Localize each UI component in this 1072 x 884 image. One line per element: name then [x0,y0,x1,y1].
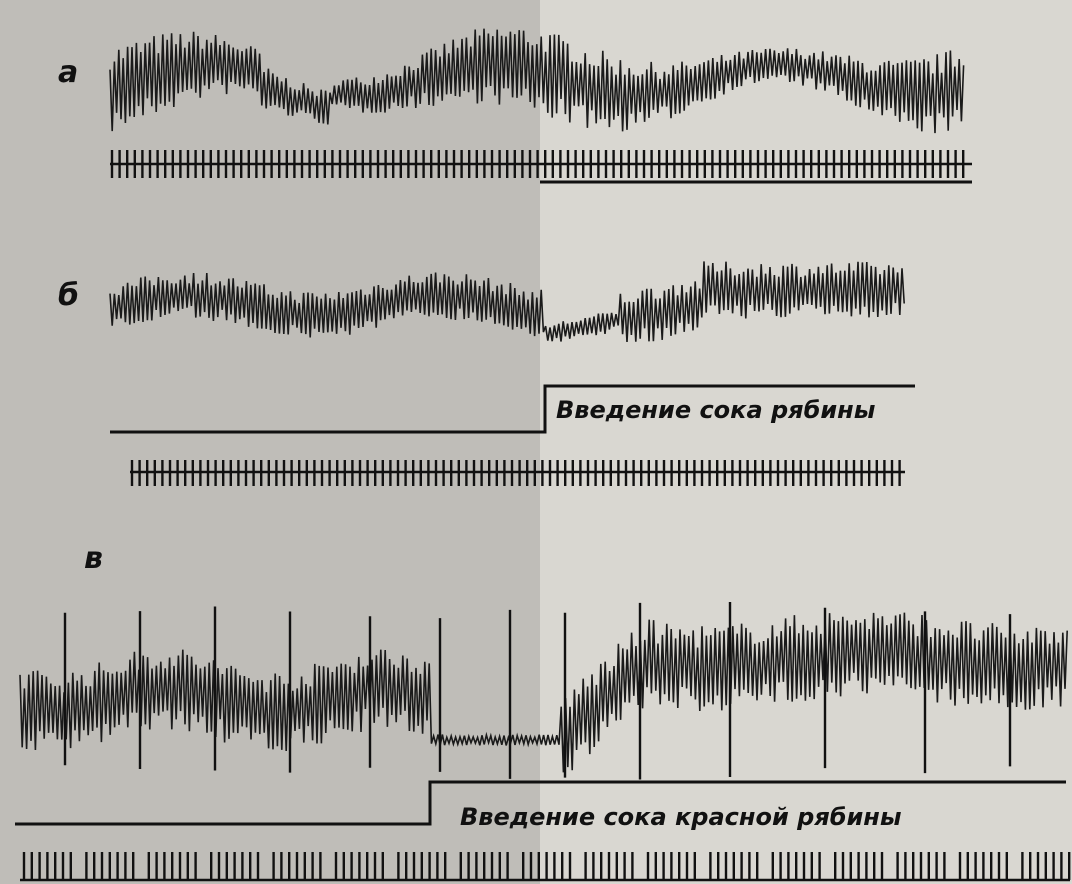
recordings [19,28,1071,882]
panel-label: а [58,55,78,90]
stimulus-line [15,780,1066,826]
annotation: Введение сока красной рябины [460,803,902,831]
panel-label: б [58,278,79,313]
page-shadow [0,0,540,884]
stimulus-line [110,384,915,434]
trace [109,28,965,134]
trace [109,261,905,343]
trace [19,612,1068,773]
panel-label: в [84,541,103,576]
annotation: Введение сока рябины [556,396,876,424]
